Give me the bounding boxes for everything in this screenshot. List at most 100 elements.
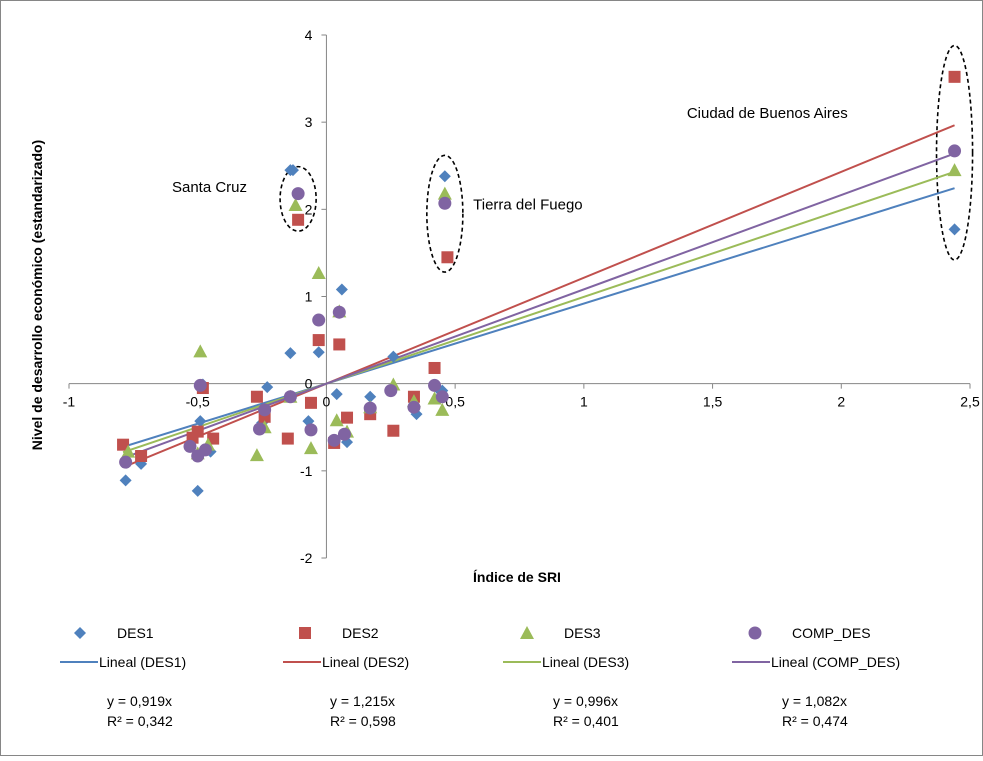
data-point-des1 bbox=[261, 381, 274, 394]
data-point-des3 bbox=[121, 444, 136, 458]
data-point-comp-des bbox=[258, 403, 272, 417]
data-point-comp-des bbox=[332, 305, 346, 319]
legend-label: DES1 bbox=[117, 625, 154, 641]
y-tick-label: 4 bbox=[305, 27, 313, 43]
legend-label: Lineal (DES3) bbox=[542, 654, 629, 670]
highlight-ellipse bbox=[935, 44, 974, 261]
trendline-equation: y = 0,919x bbox=[107, 693, 172, 709]
data-point-des1 bbox=[330, 388, 343, 401]
trendline-r-squared: R² = 0,401 bbox=[553, 713, 619, 729]
data-point-des3 bbox=[303, 441, 318, 455]
data-point-des2 bbox=[304, 396, 317, 409]
data-point-des1 bbox=[119, 474, 132, 487]
data-point-comp-des bbox=[119, 455, 133, 469]
legend-marker bbox=[299, 627, 311, 639]
highlight-ellipse bbox=[426, 154, 464, 273]
axes: -1 -0,5 0 0,5 1 1,5 2 2,5 -2 -1 0 1 2 3 4 bbox=[63, 27, 980, 566]
data-point-des3 bbox=[249, 448, 264, 462]
data-point-des2 bbox=[250, 390, 263, 403]
trendline-equations: y = 0,919x R² = 0,342 y = 1,215x R² = 0,598… bbox=[107, 693, 848, 729]
data-point-comp-des bbox=[438, 196, 452, 210]
x-tick-label: -1 bbox=[63, 394, 76, 410]
data-point-comp-des bbox=[337, 427, 351, 441]
data-point-des1 bbox=[284, 347, 297, 360]
data-point-des2 bbox=[441, 251, 454, 264]
annotation-label: Tierra del Fuego bbox=[473, 196, 582, 213]
data-point-des3 bbox=[329, 413, 344, 427]
data-point-des2 bbox=[135, 450, 148, 463]
data-point-des1 bbox=[286, 164, 299, 177]
y-tick-label: -1 bbox=[300, 463, 313, 479]
x-axis-title: Índice de SRI bbox=[473, 569, 561, 585]
data-point-des3 bbox=[437, 186, 452, 200]
data-point-des3 bbox=[193, 344, 208, 358]
data-point-comp-des bbox=[252, 422, 266, 436]
data-point-comp-des bbox=[384, 384, 398, 398]
data-point-comp-des bbox=[193, 378, 207, 392]
trendline-r-squared: R² = 0,598 bbox=[330, 713, 396, 729]
data-point-des2 bbox=[207, 432, 220, 445]
legend: DES1 DES2 DES3 COMP_DES Lineal (DES1) Lineal … bbox=[60, 625, 900, 670]
trendline bbox=[122, 187, 955, 448]
trendline-equation: y = 1,082x bbox=[782, 693, 847, 709]
data-point-des1 bbox=[438, 170, 451, 183]
data-point-des2 bbox=[117, 438, 130, 451]
legend-label: Lineal (DES1) bbox=[99, 654, 186, 670]
trendline-r-squared: R² = 0,342 bbox=[107, 713, 173, 729]
data-point-des2 bbox=[312, 334, 325, 347]
data-point-comp-des bbox=[435, 390, 449, 404]
data-point-des1 bbox=[194, 415, 207, 428]
y-tick-label: -2 bbox=[300, 550, 313, 566]
trendline-equation: y = 1,215x bbox=[330, 693, 395, 709]
data-points bbox=[117, 70, 962, 497]
data-point-des2 bbox=[387, 424, 400, 437]
y-tick-label: 1 bbox=[305, 289, 313, 305]
annotation-label: Ciudad de Buenos Aires bbox=[687, 105, 848, 122]
data-point-des2 bbox=[333, 338, 346, 351]
data-point-des3 bbox=[947, 163, 962, 177]
x-tick-label: 1 bbox=[580, 394, 588, 410]
highlight-ellipse bbox=[279, 165, 317, 232]
data-point-comp-des bbox=[312, 313, 326, 327]
legend-label: DES2 bbox=[342, 625, 379, 641]
annotations: Santa Cruz Tierra del Fuego Ciudad de Buen… bbox=[172, 105, 848, 214]
legend-label: Lineal (COMP_DES) bbox=[771, 654, 900, 670]
data-point-comp-des bbox=[283, 390, 297, 404]
data-point-des3 bbox=[311, 265, 326, 279]
data-point-des1 bbox=[948, 223, 961, 236]
data-point-comp-des bbox=[948, 144, 962, 158]
data-point-comp-des bbox=[407, 400, 421, 414]
x-tick-label: 2,5 bbox=[960, 394, 980, 410]
legend-label: DES3 bbox=[564, 625, 601, 641]
legend-label: COMP_DES bbox=[792, 625, 871, 641]
data-point-des2 bbox=[292, 213, 305, 226]
y-tick-label: 2 bbox=[305, 201, 313, 217]
data-point-des2 bbox=[948, 70, 961, 83]
y-tick-label: 3 bbox=[305, 114, 313, 130]
x-tick-label: 0,5 bbox=[445, 394, 465, 410]
y-tick-label: 0 bbox=[305, 376, 313, 392]
data-point-comp-des bbox=[428, 378, 442, 392]
trendline-equation: y = 0,996x bbox=[553, 693, 618, 709]
highlight-ellipses bbox=[279, 44, 974, 273]
data-point-des2 bbox=[428, 361, 441, 374]
data-point-des2 bbox=[191, 425, 204, 438]
data-point-des3 bbox=[435, 402, 450, 416]
legend-marker bbox=[74, 627, 86, 639]
x-tick-label: 1,5 bbox=[703, 394, 723, 410]
legend-marker bbox=[748, 626, 762, 640]
legend-label: Lineal (DES2) bbox=[322, 654, 409, 670]
trendline-r-squared: R² = 0,474 bbox=[782, 713, 848, 729]
annotation-label: Santa Cruz bbox=[172, 179, 247, 196]
data-point-des1 bbox=[312, 346, 325, 359]
data-point-des3 bbox=[288, 197, 303, 211]
data-point-des2 bbox=[281, 432, 294, 445]
y-axis-title: Nivel de desarrollo económico (estandari… bbox=[29, 140, 45, 450]
x-tick-label: 0 bbox=[323, 394, 331, 410]
data-point-comp-des bbox=[363, 401, 377, 415]
x-tick-label: -0,5 bbox=[186, 394, 210, 410]
data-point-comp-des bbox=[304, 423, 318, 437]
